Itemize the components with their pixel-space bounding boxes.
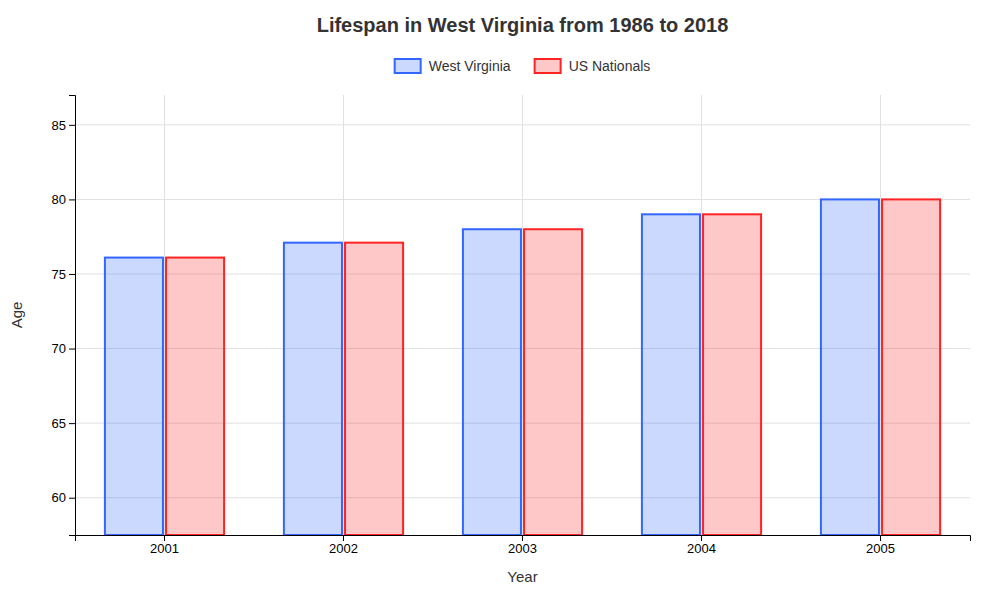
legend-label: US Nationals	[569, 58, 651, 74]
legend-swatch	[395, 59, 421, 73]
grid-line	[343, 95, 344, 535]
y-axis: 60 65 70 75 80 85	[52, 96, 76, 536]
bar	[345, 243, 403, 535]
x-axis-line	[76, 536, 971, 542]
y-axis-line	[69, 96, 76, 536]
y-tick-mark	[69, 125, 75, 126]
grid-line	[701, 95, 702, 535]
x-axis-title: Year	[507, 568, 537, 585]
legend: West Virginia US Nationals	[395, 58, 651, 74]
bar	[882, 199, 940, 535]
bar	[463, 229, 521, 535]
x-tick-mark	[164, 535, 165, 541]
y-tick-mark	[69, 199, 75, 200]
y-tick: 75	[52, 267, 75, 282]
bar	[524, 229, 582, 535]
x-tick: 2002	[329, 535, 358, 556]
chart: 2001 2002 2003 2004 2005 60 65 70 75 80 85 Year Age L…	[0, 0, 1000, 600]
y-tick-label: 85	[52, 117, 66, 132]
y-tick-label: 75	[52, 267, 66, 282]
bar	[821, 199, 879, 535]
y-tick-mark	[69, 349, 75, 350]
grid-line	[880, 95, 881, 535]
grid-line	[164, 95, 165, 535]
x-tick-label: 2005	[866, 541, 895, 556]
legend-item: US Nationals	[535, 58, 651, 74]
grid	[75, 95, 970, 535]
bar	[166, 258, 224, 535]
bar	[642, 214, 700, 535]
y-tick-label: 80	[52, 192, 66, 207]
y-tick-mark	[69, 274, 75, 275]
bar-series	[166, 199, 940, 535]
y-tick: 80	[52, 192, 75, 207]
legend-label: West Virginia	[429, 58, 511, 74]
x-tick-mark	[701, 535, 702, 541]
x-tick: 2003	[508, 535, 537, 556]
x-axis: 2001 2002 2003 2004 2005	[76, 535, 971, 556]
y-tick: 60	[52, 490, 75, 505]
x-tick-mark	[343, 535, 344, 541]
x-tick-label: 2003	[508, 541, 537, 556]
y-tick-mark	[69, 423, 75, 424]
y-axis-title: Age	[8, 302, 25, 329]
y-tick: 85	[52, 117, 75, 132]
y-tick-label: 65	[52, 416, 66, 431]
grid-line	[522, 95, 523, 535]
x-tick: 2004	[687, 535, 716, 556]
y-tick: 70	[52, 341, 75, 356]
x-tick-mark	[880, 535, 881, 541]
x-tick-label: 2002	[329, 541, 358, 556]
x-tick: 2005	[866, 535, 895, 556]
bar-series	[105, 199, 879, 535]
x-tick-label: 2004	[687, 541, 716, 556]
bar	[284, 243, 342, 535]
y-tick-label: 70	[52, 341, 66, 356]
legend-swatch	[535, 59, 561, 73]
y-tick-label: 60	[52, 490, 66, 505]
x-tick-label: 2001	[150, 541, 179, 556]
y-tick: 65	[52, 416, 75, 431]
bar	[703, 214, 761, 535]
bar	[105, 258, 163, 535]
plot: 2001 2002 2003 2004 2005 60 65 70 75 80 85	[52, 95, 971, 556]
bars	[105, 199, 940, 535]
title: Lifespan in West Virginia from 1986 to 2…	[317, 14, 729, 36]
y-tick-mark	[69, 498, 75, 499]
x-tick-mark	[522, 535, 523, 541]
legend-item: West Virginia	[395, 58, 511, 74]
x-tick: 2001	[150, 535, 179, 556]
